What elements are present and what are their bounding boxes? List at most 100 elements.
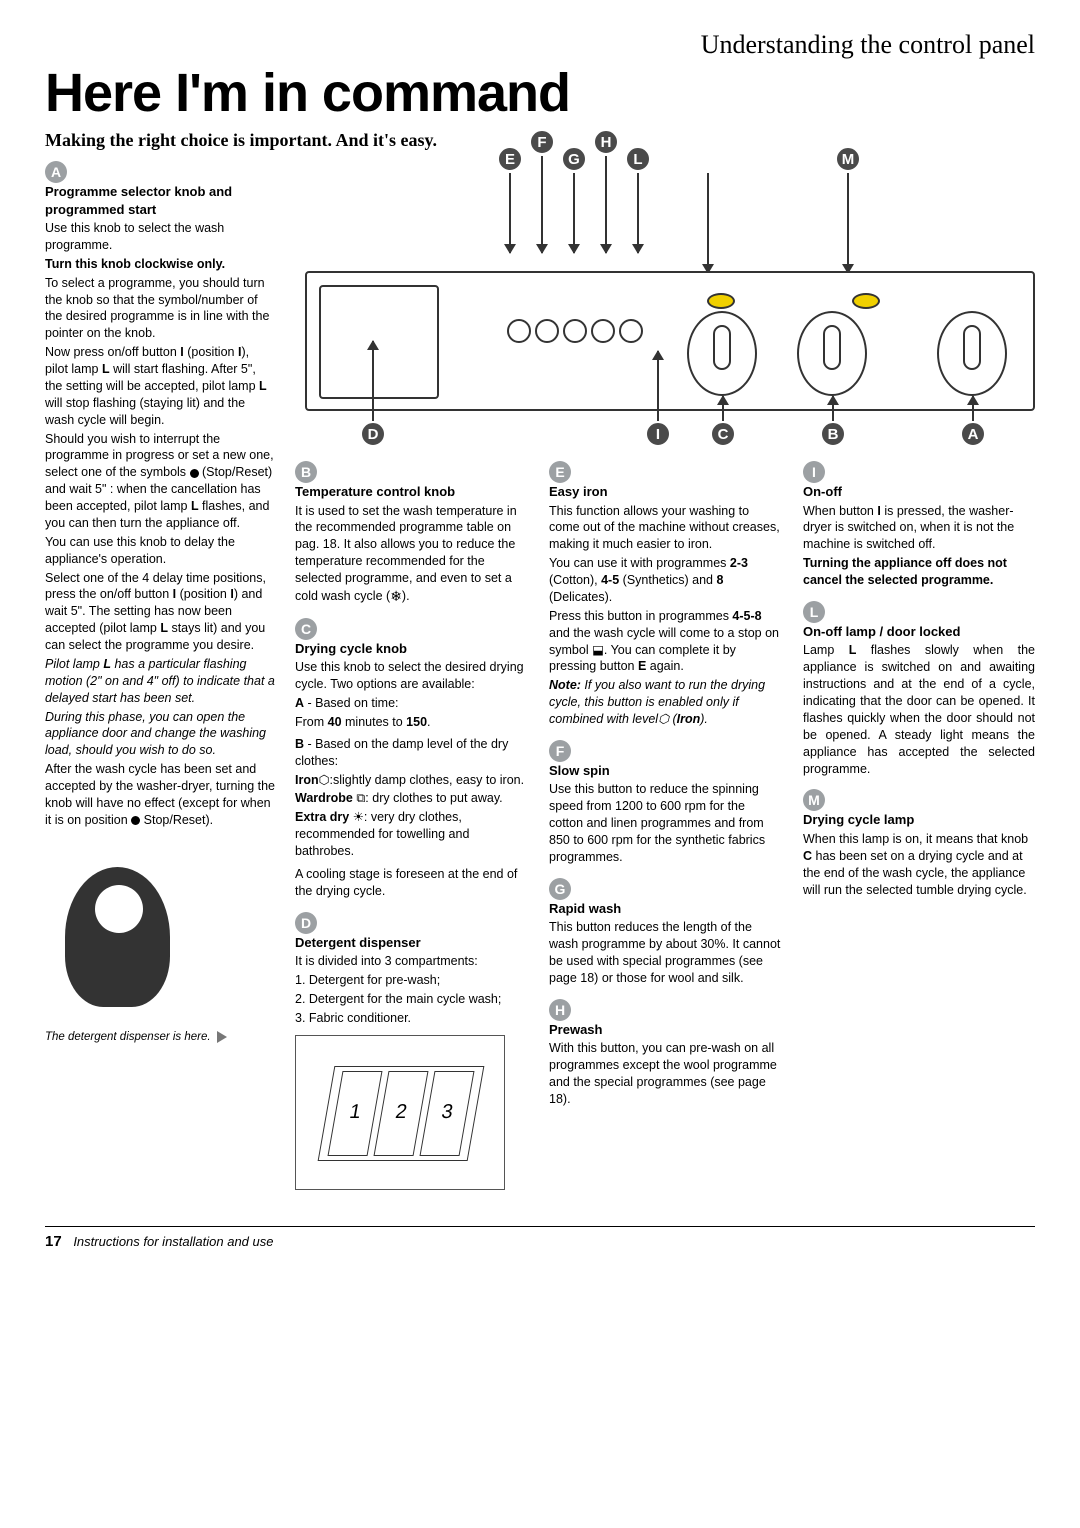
section-a-italic2: During this phase, you can open the appl… [45, 709, 275, 760]
section-m-p1: When this lamp is on, it means that knob… [803, 831, 1035, 899]
three-column-area: B Temperature control knob It is used to… [295, 461, 1035, 1202]
badge-d: D [295, 912, 317, 934]
section-c-iron: Iron⬡:slightly damp clothes, easy to iro… [295, 772, 527, 789]
iron-level-icon: ⬡ [658, 712, 669, 726]
section-d-intro: It is divided into 3 compartments: [295, 953, 527, 970]
badge-c: C [295, 618, 317, 640]
section-e-p2: You can use it with programmes 2-3 (Cott… [549, 555, 781, 606]
arrow-icon [972, 396, 974, 421]
section-d-i3: 3. Fabric conditioner. [295, 1010, 527, 1027]
panel-outline [305, 271, 1035, 411]
badge-l: L [803, 601, 825, 623]
section-d-title: Detergent dispenser [295, 934, 527, 952]
dispenser-caption: The detergent dispenser is here. [45, 1030, 275, 1046]
main-content: A Programme selector knob and programmed… [45, 161, 1035, 1202]
diagram-label-e: E [497, 146, 523, 172]
diagram-label-f: F [529, 129, 555, 155]
section-e-title: Easy iron [549, 483, 781, 501]
section-c-a: A - Based on time: [295, 695, 527, 712]
badge-a: A [45, 161, 67, 183]
section-l-p1: Lamp L flashes slowly when the appliance… [803, 642, 1035, 777]
section-g-p1: This button reduces the length of the wa… [549, 919, 781, 987]
arrow-icon [541, 156, 543, 253]
badge-i: I [803, 461, 825, 483]
section-e-p3: Press this button in programmes 4-5-8 an… [549, 608, 781, 676]
section-m-title: Drying cycle lamp [803, 811, 1035, 829]
section-d-i2: 2. Detergent for the main cycle wash; [295, 991, 527, 1008]
section-c-cooling: A cooling stage is foreseen at the end o… [295, 866, 527, 900]
section-a-p5: You can use this knob to delay the appli… [45, 534, 275, 568]
section-a-p2: To select a programme, you should turn t… [45, 275, 275, 343]
sun-icon: ☀ [353, 810, 364, 824]
arrow-icon [605, 156, 607, 253]
diagram-label-d: D [360, 421, 386, 447]
section-i-title: On-off [803, 483, 1035, 501]
arrow-icon [657, 351, 659, 421]
section-a-p4: Should you wish to interrupt the program… [45, 431, 275, 532]
badge-g: G [549, 878, 571, 900]
knob-b-icon [797, 311, 867, 396]
section-a-italic1: Pilot lamp L has a particular flashing m… [45, 656, 275, 707]
led-row [507, 319, 643, 343]
diagram-label-g: G [561, 146, 587, 172]
iron-icon: ⬡ [319, 773, 330, 787]
section-b-p1: It is used to set the wash temperature i… [295, 503, 527, 606]
lamp-m-icon [852, 293, 880, 309]
badge-m: M [803, 789, 825, 811]
diagram-label-h: H [593, 129, 619, 155]
section-i-bold: Turning the appliance off does not cance… [803, 555, 1035, 589]
arrow-icon [637, 173, 639, 253]
stop-icon: ⬓ [592, 643, 604, 657]
arrow-icon [509, 173, 511, 253]
section-h-title: Prewash [549, 1021, 781, 1039]
diagram-label-i: I [645, 421, 671, 447]
control-panel-diagram: E F G H L M [295, 161, 1035, 451]
section-h-p1: With this button, you can pre-wash on al… [549, 1040, 781, 1108]
hanger-icon: ⧉ [356, 791, 365, 805]
page-footer: 17 Instructions for installation and use [45, 1226, 1035, 1250]
book-title: Instructions for installation and use [73, 1234, 273, 1249]
section-d-i1: 1. Detergent for pre-wash; [295, 972, 527, 989]
dispenser-shape [319, 285, 439, 399]
caption-arrow-icon [217, 1031, 227, 1043]
section-e-p1: This function allows your washing to com… [549, 503, 781, 554]
section-a-p3: Now press on/off button I (position I), … [45, 344, 275, 428]
overline: Understanding the control panel [45, 30, 1035, 60]
badge-h: H [549, 999, 571, 1021]
section-g-title: Rapid wash [549, 900, 781, 918]
page-number: 17 [45, 1233, 62, 1250]
snowflake-icon: ❄ [390, 587, 402, 606]
dispenser-diagram: 1 2 3 [295, 1035, 505, 1190]
diagram-label-m: M [835, 146, 861, 172]
knob-c-icon [687, 311, 757, 396]
section-c-a2: From 40 minutes to 150. [295, 714, 527, 731]
column-right-group: E F G H L M [295, 161, 1035, 1202]
subcol-2: E Easy iron This function allows your wa… [549, 461, 781, 1202]
badge-f: F [549, 740, 571, 762]
badge-b: B [295, 461, 317, 483]
section-a-p6: Select one of the 4 delay time positions… [45, 570, 275, 654]
section-i-p1: When button I is pressed, the washer-dry… [803, 503, 1035, 554]
arrow-icon [573, 173, 575, 253]
subcol-3: I On-off When button I is pressed, the w… [803, 461, 1035, 1202]
section-e-note: Note: If you also want to run the drying… [549, 677, 781, 728]
arrow-icon [722, 396, 724, 421]
diagram-label-l: L [625, 146, 651, 172]
arrow-icon [832, 396, 834, 421]
section-b-title: Temperature control knob [295, 483, 527, 501]
lamp-l-icon [707, 293, 735, 309]
arrow-icon [707, 173, 709, 273]
knob-a-icon [937, 311, 1007, 396]
diagram-label-a: A [960, 421, 986, 447]
section-c-wardrobe: Wardrobe ⧉: dry clothes to put away. [295, 790, 527, 807]
section-l-title: On-off lamp / door locked [803, 623, 1035, 641]
badge-e: E [549, 461, 571, 483]
section-a-p7: After the wash cycle has been set and ac… [45, 761, 275, 829]
section-f-p1: Use this button to reduce the spinning s… [549, 781, 781, 865]
diagram-label-c: C [710, 421, 736, 447]
section-c-p1: Use this knob to select the desired dryi… [295, 659, 527, 693]
section-f-title: Slow spin [549, 762, 781, 780]
subcol-1: B Temperature control knob It is used to… [295, 461, 527, 1202]
section-a-title: Programme selector knob and programmed s… [45, 183, 275, 218]
page-title: Here I'm in command [45, 62, 1035, 124]
